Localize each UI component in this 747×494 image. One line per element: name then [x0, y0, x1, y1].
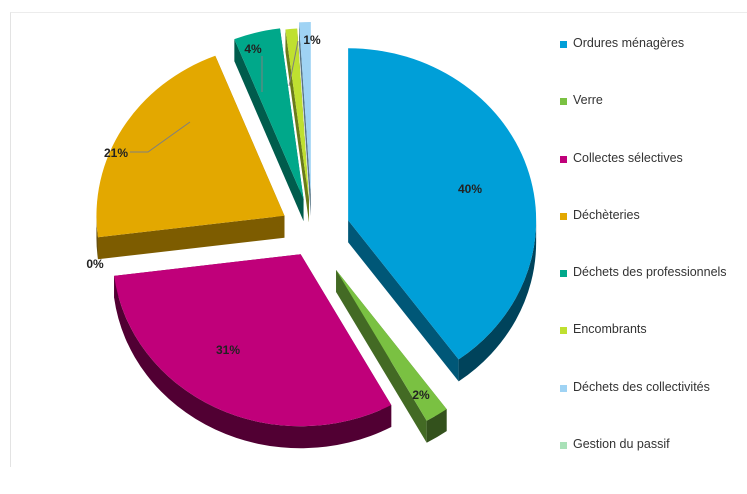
legend-item-dechets-collectivites: Déchets des collectivités — [560, 380, 727, 437]
legend-swatch — [560, 155, 567, 163]
data-label-gestion-passif: 0% — [86, 257, 104, 271]
legend-item-verre: Verre — [560, 93, 727, 150]
legend-item-decheteries: Déchèteries — [560, 208, 727, 265]
slice-collectes-selectives — [114, 254, 392, 449]
legend-label: Déchèteries — [573, 207, 640, 222]
data-label-dechets-professionnels: 4% — [244, 42, 262, 56]
legend-item-ordures-menageres: Ordures ménagères — [560, 36, 727, 93]
pie-chart: 40% 2% 31% 21% 4% 1% 0% — [86, 22, 537, 449]
legend-label: Ordures ménagères — [573, 36, 685, 50]
legend-item-gestion-passif: Gestion du passif — [560, 437, 727, 494]
slice-dechets-collectivites — [299, 22, 311, 217]
legend-label: Déchets des collectivités — [573, 379, 710, 394]
legend-swatch — [560, 41, 567, 48]
leader-line-dechets-collectivites — [288, 40, 299, 87]
slice-decheteries — [96, 55, 285, 260]
data-label-ordures-menageres: 40% — [458, 182, 482, 196]
legend-label: Collectes sélectives — [573, 150, 683, 165]
legend-swatch — [560, 327, 567, 335]
data-label-dechets-collectivites: 1% — [303, 33, 321, 47]
data-label-collectes-selectives: 31% — [216, 343, 240, 357]
slice-dechets-professionnels — [234, 28, 304, 222]
legend-item-collectes-selectives: Collectes sélectives — [560, 151, 727, 208]
legend: Ordures ménagères Verre Collectes sélectiv… — [560, 36, 727, 494]
legend-swatch — [560, 442, 567, 450]
legend-item-dechets-professionnels: Déchets des professionnels — [560, 265, 727, 322]
data-label-verre: 2% — [412, 388, 430, 402]
data-label-decheteries: 21% — [104, 146, 128, 160]
legend-swatch — [560, 98, 567, 106]
legend-item-encombrants: Encombrants — [560, 322, 727, 379]
slice-verre — [336, 269, 447, 443]
legend-label: Gestion du passif — [573, 437, 670, 452]
slice-encombrants — [285, 28, 309, 223]
legend-swatch — [560, 212, 567, 220]
pie-slices — [96, 22, 537, 449]
legend-label: Verre — [573, 93, 603, 108]
chart-frame — [10, 12, 747, 467]
leader-line-decheteries — [130, 121, 191, 153]
legend-swatch — [560, 384, 567, 392]
legend-swatch — [560, 270, 567, 278]
legend-label: Déchets des professionnels — [573, 265, 727, 280]
data-labels: 40% 2% 31% 21% 4% 1% 0% — [86, 33, 482, 402]
slice-ordures-menageres — [348, 48, 537, 382]
legend-label: Encombrants — [573, 322, 647, 337]
